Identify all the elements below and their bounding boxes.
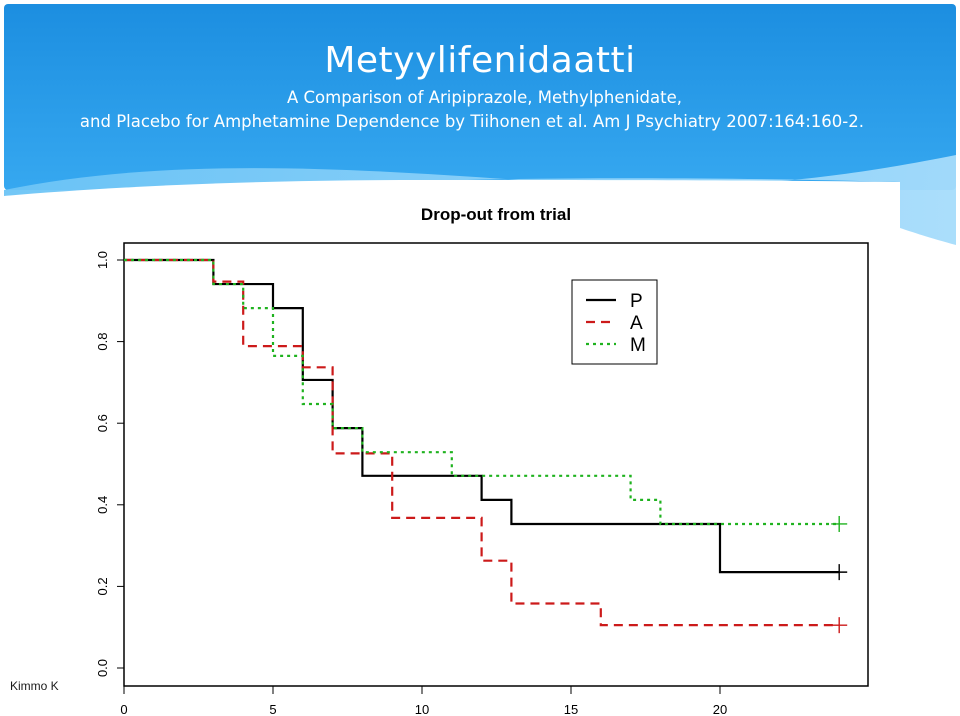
y-tick-label: 0.8 xyxy=(95,333,110,351)
series-line-m xyxy=(124,258,840,526)
slide-subtitle-line-2: and Placebo for Amphetamine Dependence b… xyxy=(79,112,864,131)
x-tick-label: 15 xyxy=(564,702,578,716)
chart-title: Drop-out from trial xyxy=(421,205,571,224)
legend-label-a: A xyxy=(630,313,643,334)
y-tick-label: 0.4 xyxy=(95,496,110,514)
x-tick-label: 5 xyxy=(269,702,276,716)
slide-title: Metyylifenidaatti xyxy=(324,40,636,81)
axis-layer: 0.0 0.2 0.4 0.6 0.8 1.0 0 5 10 15 20 xyxy=(95,251,727,716)
legend-label-p: P xyxy=(630,291,643,312)
series-layer xyxy=(124,258,848,634)
x-tick-label: 0 xyxy=(120,702,127,716)
legend-label-m: M xyxy=(630,335,646,356)
censor-mark-m xyxy=(831,515,848,532)
author-label: Kimmo K xyxy=(10,679,59,693)
x-tick-label: 20 xyxy=(713,702,727,716)
x-tick-label: 10 xyxy=(415,702,429,716)
header-band xyxy=(4,4,956,190)
chart-background xyxy=(90,198,900,716)
plot-frame xyxy=(123,242,869,687)
y-tick-label: 0.0 xyxy=(95,659,110,677)
y-tick-label: 0.6 xyxy=(95,414,110,432)
slide-subtitle-line-1: A Comparison of Aripiprazole, Methylphen… xyxy=(286,88,682,107)
censor-mark-p xyxy=(831,564,848,581)
series-line-a xyxy=(124,258,840,627)
y-tick-label: 0.2 xyxy=(95,577,110,595)
y-tick-label: 1.0 xyxy=(95,251,110,269)
chart-legend: PAM xyxy=(571,279,658,365)
header-wave-light xyxy=(4,155,956,245)
series-line-p xyxy=(124,258,840,574)
censor-mark-a xyxy=(831,617,848,634)
